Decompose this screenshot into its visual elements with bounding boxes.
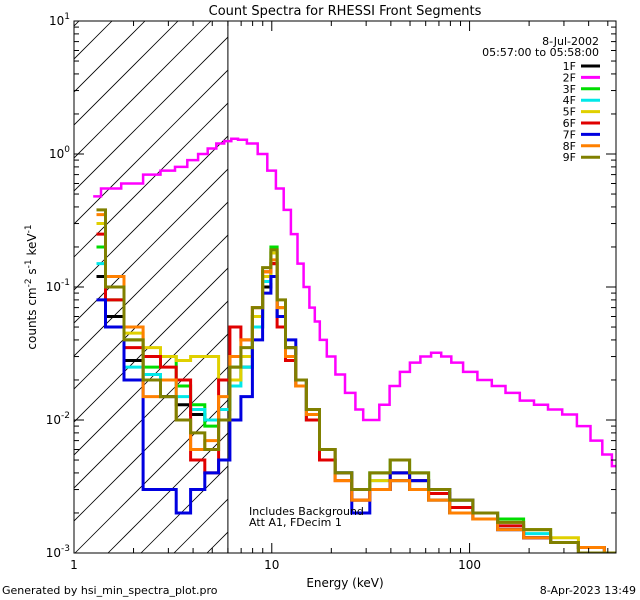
x-tick-label: 10 [264,558,279,572]
series-group [93,137,616,553]
legend-label-8f: 8F [563,140,576,153]
legend-label-6f: 6F [563,117,576,130]
x-tick-label: 100 [458,558,481,572]
y-axis-label: counts cm-2 s-1 keV-1 [24,224,39,349]
legend-label-9f: 9F [563,151,576,164]
hatch-line [74,36,228,192]
hatch-line [107,432,228,553]
x-tick-labels: 1 10 100 [70,558,481,572]
y-tick-labels: 10-3 10-2 10-1 100 101 [46,12,71,560]
legend-label-5f: 5F [563,106,576,119]
footer-generator: Generated by hsi_min_spectra_plot.pro [2,584,218,597]
legend-label-3f: 3F [563,83,576,96]
hatch-line [74,267,228,423]
legend-label-7f: 7F [563,128,576,141]
annotation-attenuator: Att A1, FDecim 1 [249,516,342,529]
series-line-2f [93,137,616,468]
legend-label-4f: 4F [563,94,576,107]
hatch-line [74,102,228,258]
axis-ticks [73,20,616,554]
chart-title: Count Spectra for RHESSI Front Segments [209,4,482,19]
x-tick-label: 1 [70,558,78,572]
hatch-line [74,333,228,489]
time-range-label: 05:57:00 to 05:58:00 [482,46,599,59]
y-tick-label: 10-3 [46,544,70,560]
legend-label-1f: 1F [563,60,576,73]
x-axis-label: Energy (keV) [306,576,383,590]
y-tick-label: 10-1 [46,278,70,294]
hatch-line [74,366,228,522]
y-tick-label: 101 [49,12,70,28]
legend-label-2f: 2F [563,71,576,84]
hatch-line [74,21,179,126]
footer-timestamp: 8-Apr-2023 13:49 [540,584,636,597]
annotation-background: Includes Background [249,505,364,518]
y-tick-label: 100 [49,145,70,161]
series-line-9f [96,208,616,553]
date-label: 8-Jul-2002 [542,35,599,48]
hatch-line [74,201,228,357]
y-tick-label: 10-2 [46,411,70,427]
hatch-line [74,234,228,390]
hatch-line [74,69,228,225]
hatch-line [74,21,212,159]
hatch-line [74,399,228,553]
